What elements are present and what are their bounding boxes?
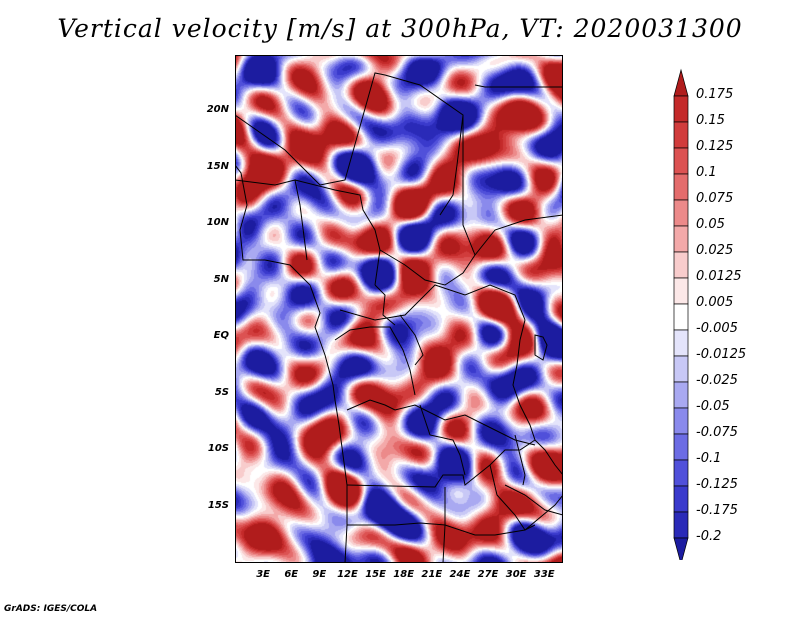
grads-credit: GrADS: IGES/COLA bbox=[4, 604, 98, 614]
border bbox=[504, 484, 563, 516]
colorbar-swatch bbox=[673, 303, 689, 331]
colorbar-swatch bbox=[673, 68, 689, 97]
colorbar-swatch bbox=[673, 381, 689, 409]
colorbar-level-label: -0.005 bbox=[696, 321, 738, 336]
colorbar-swatch bbox=[673, 407, 689, 435]
colorbar-swatch bbox=[673, 459, 689, 487]
border bbox=[334, 326, 416, 396]
colorbar-swatch bbox=[673, 225, 689, 253]
colorbar-swatch bbox=[673, 277, 689, 305]
colorbar-level-label: 0.1 bbox=[696, 165, 717, 180]
map-panel bbox=[235, 55, 563, 563]
lon-tick-label: 3E bbox=[256, 569, 270, 580]
colorbar-level-label: 0.0125 bbox=[696, 269, 742, 284]
colorbar-level-label: 0.075 bbox=[696, 191, 734, 206]
lat-tick-label: 10N bbox=[206, 217, 229, 229]
colorbar-level-label: -0.075 bbox=[696, 425, 738, 440]
lat-tick-label: EQ bbox=[213, 330, 229, 342]
lon-tick-label: 12E bbox=[337, 569, 358, 580]
border bbox=[374, 284, 396, 326]
colorbar-swatch bbox=[673, 147, 689, 175]
coastline bbox=[235, 164, 348, 563]
lon-tick-label: 6E bbox=[284, 569, 299, 580]
lon-tick-label: 21E bbox=[421, 569, 443, 580]
colorbar-level-label: -0.175 bbox=[696, 503, 738, 518]
colorbar-level-label: 0.005 bbox=[696, 295, 734, 310]
colorbar-level-label: -0.125 bbox=[696, 477, 738, 492]
colorbar-swatches bbox=[673, 68, 689, 566]
border bbox=[235, 72, 464, 216]
colorbar-legend: 0.175 0.15 0.125 0.1 0.075 0.05 0.025 0.0125 0.0… bbox=[660, 60, 800, 566]
colorbar-level-label: 0.15 bbox=[696, 113, 725, 128]
border bbox=[462, 115, 476, 256]
map-overlay bbox=[235, 55, 563, 563]
colorbar-level-label: 0.175 bbox=[696, 87, 734, 102]
colorbar-level-label: 0.025 bbox=[696, 243, 734, 258]
colorbar-swatch bbox=[673, 251, 689, 279]
colorbar-swatch bbox=[673, 173, 689, 201]
lat-tick-label: 15N bbox=[206, 160, 229, 172]
lon-tick-label: 30E bbox=[505, 569, 527, 580]
border bbox=[294, 179, 381, 286]
border bbox=[474, 84, 563, 88]
border bbox=[419, 404, 466, 476]
lon-tick-label: 15E bbox=[365, 569, 386, 580]
colorbar-level-label: -0.0125 bbox=[696, 347, 747, 362]
lon-tick-label: 24E bbox=[449, 569, 471, 580]
border bbox=[444, 494, 563, 536]
colorbar-level-label: -0.05 bbox=[696, 399, 730, 414]
lon-tick-label: 27E bbox=[477, 569, 499, 580]
lat-tick-label: 5N bbox=[213, 273, 229, 285]
colorbar-swatch bbox=[673, 485, 689, 513]
colorbar-level-label: 0.05 bbox=[696, 217, 725, 232]
border bbox=[235, 179, 308, 261]
map-title: Vertical velocity [m/s] at 300hPa, VT: 2… bbox=[57, 14, 743, 43]
colorbar-swatch bbox=[673, 537, 689, 566]
border bbox=[534, 439, 563, 476]
colorbar-swatch bbox=[673, 121, 689, 149]
lon-tick-label: 9E bbox=[312, 569, 327, 580]
colorbar-swatch bbox=[673, 355, 689, 383]
colorbar-level-label: 0.125 bbox=[696, 139, 734, 154]
border bbox=[339, 284, 526, 321]
colorbar-level-label: -0.2 bbox=[696, 529, 722, 544]
border bbox=[379, 214, 563, 286]
colorbar-swatch bbox=[673, 95, 689, 123]
lon-tick-label: 18E bbox=[393, 569, 415, 580]
border bbox=[399, 314, 424, 366]
border bbox=[346, 399, 536, 446]
border bbox=[512, 319, 536, 441]
lat-tick-label: 15S bbox=[207, 499, 229, 511]
colorbar-level-label: -0.1 bbox=[696, 451, 722, 466]
colorbar-swatch bbox=[673, 511, 689, 539]
colorbar-swatch bbox=[673, 199, 689, 227]
border bbox=[347, 522, 446, 526]
map-frame bbox=[235, 55, 563, 563]
colorbar-swatch bbox=[673, 329, 689, 357]
colorbar-level-label: -0.025 bbox=[696, 373, 738, 388]
border bbox=[346, 439, 536, 488]
border bbox=[489, 464, 536, 531]
lon-tick-label: 33E bbox=[533, 569, 555, 580]
lake-shore bbox=[514, 434, 526, 486]
colorbar-swatch bbox=[673, 433, 689, 461]
country-borders bbox=[235, 72, 563, 563]
velocity-field bbox=[235, 55, 563, 563]
lat-tick-label: 20N bbox=[206, 104, 229, 116]
lat-tick-label: 10S bbox=[207, 443, 229, 455]
lake-shore bbox=[534, 334, 548, 361]
lat-tick-label: 5S bbox=[214, 386, 229, 398]
